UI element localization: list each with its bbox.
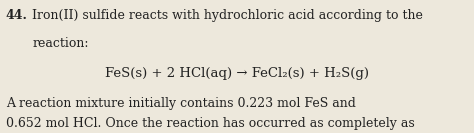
Text: FeS(s) + 2 HCl(aq) → FeCl₂(s) + H₂S(g): FeS(s) + 2 HCl(aq) → FeCl₂(s) + H₂S(g) — [105, 66, 369, 80]
Text: A reaction mixture initially contains 0.223 mol FeS and: A reaction mixture initially contains 0.… — [6, 97, 356, 110]
Text: reaction:: reaction: — [32, 37, 89, 50]
Text: Iron(II) sulfide reacts with hydrochloric acid according to the: Iron(II) sulfide reacts with hydrochlori… — [32, 9, 423, 22]
Text: 44.: 44. — [6, 9, 27, 22]
Text: 0.652 mol HCl. Once the reaction has occurred as completely as: 0.652 mol HCl. Once the reaction has occ… — [6, 117, 414, 130]
